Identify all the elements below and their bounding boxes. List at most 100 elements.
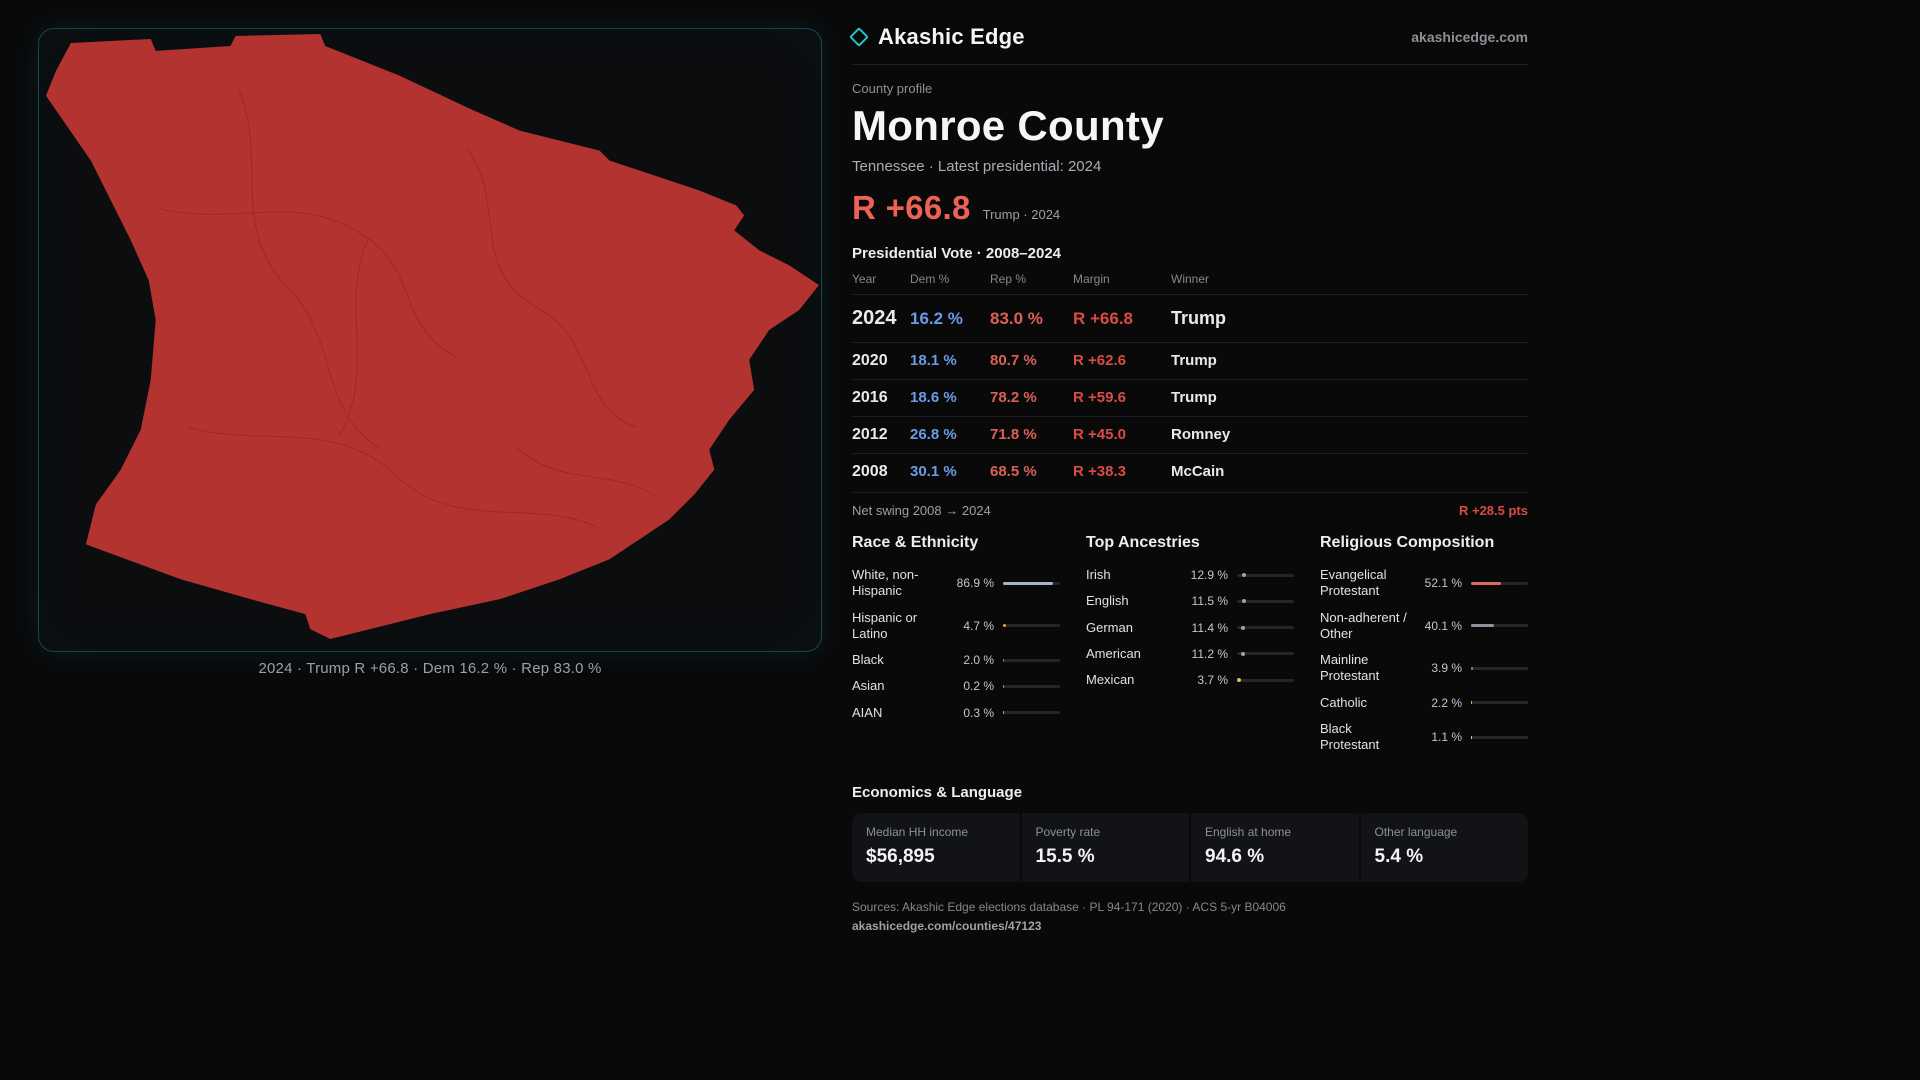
net-swing-label: Net swing 2008 → 2024 [852, 503, 991, 518]
permalink[interactable]: akashicedge.com/counties/47123 [852, 919, 1042, 934]
vote-table-header: Year Dem % Rep % Margin Winner [852, 262, 1528, 294]
brand-diamond-icon [849, 27, 869, 47]
item-label: Hispanic or Latino [852, 609, 918, 641]
bar-dot [1242, 573, 1247, 578]
bar-track [1003, 581, 1060, 585]
item-label: Mainline Protestant [1320, 652, 1380, 684]
col-margin: Margin [1073, 272, 1110, 286]
item-label: AIAN [852, 704, 883, 720]
bar-fill [1003, 624, 1006, 628]
map-caption: 2024 · Trump R +66.8 · Dem 16.2 % · Rep … [258, 660, 602, 677]
stat-card: Other language 5.4 % [1360, 813, 1528, 883]
cell-year: 2012 [852, 426, 888, 443]
bar-dot [1237, 678, 1242, 683]
section-title: Top Ancestries [1086, 534, 1200, 551]
county-shape [45, 33, 820, 640]
item-value: 2.0 % [963, 653, 994, 668]
item-label: Non-adherent / Other [1320, 609, 1407, 641]
cell-margin: R +45.0 [1073, 426, 1126, 443]
bar-fill [1003, 658, 1005, 662]
stat-label: English at home [1205, 825, 1292, 840]
net-swing-value: R +28.5 pts [1458, 503, 1528, 518]
cell-winner: McCain [1171, 463, 1225, 480]
bar-track [1003, 624, 1060, 628]
site-domain-link[interactable]: akashicedge.com [1411, 29, 1528, 45]
item-value: 12.9 % [1190, 568, 1228, 583]
cell-margin: R +62.6 [1073, 352, 1126, 369]
bar-fill [1471, 581, 1501, 585]
bar-track [1003, 711, 1060, 715]
bar-dot [1241, 651, 1246, 656]
religion-section: Religious Composition Evangelical Protes… [1320, 534, 1528, 758]
bar-track [1471, 735, 1528, 739]
cell-winner: Trump [1171, 308, 1227, 328]
item-value: 0.2 % [963, 679, 994, 694]
list-item: AIAN 0.3 % [852, 700, 1060, 726]
item-value: 1.1 % [1431, 730, 1462, 744]
bar-dot [1241, 625, 1246, 630]
cell-year: 2016 [852, 389, 888, 406]
cell-dem: 30.1 % [910, 463, 957, 480]
subtitle: Tennessee · Latest presidential: 2024 [852, 158, 1102, 175]
stat-value: 5.4 % [1374, 846, 1424, 868]
list-item: Catholic 2.2 % [1320, 690, 1528, 716]
item-label: Black [852, 652, 884, 667]
bar-track [1471, 701, 1528, 705]
bar-track [1237, 625, 1294, 630]
footer: Sources: Akashic Edge elections database… [852, 900, 1528, 933]
item-value: 2.2 % [1431, 695, 1462, 710]
bar-track [1237, 651, 1294, 656]
brand: Akashic Edge [849, 24, 1025, 50]
cell-dem: 16.2 % [910, 309, 963, 328]
kicker: County profile [852, 81, 933, 96]
bar-track [1471, 666, 1528, 670]
bar-dot [1241, 599, 1246, 604]
headline-margin-row: R +66.8 Trump · 2024 [852, 189, 1528, 227]
cell-rep: 68.5 % [990, 463, 1037, 480]
bar-fill [1003, 684, 1005, 688]
stat-value: 94.6 % [1205, 846, 1265, 868]
item-label: Black Protestant [1320, 720, 1380, 752]
table-row: 2012 26.8 % 71.8 % R +45.0 Romney [852, 416, 1528, 453]
item-label: Catholic [1320, 694, 1367, 710]
item-value: 3.7 % [1197, 673, 1228, 688]
list-item: Non-adherent / Other 40.1 % [1320, 605, 1528, 648]
page-title: Monroe County [852, 102, 1164, 149]
precinct-boundaries [158, 88, 658, 528]
cell-dem: 18.1 % [910, 352, 957, 369]
race-ethnicity-section: Race & Ethnicity White, non-Hispanic 86.… [852, 534, 1060, 758]
county-map-panel [38, 28, 822, 652]
bar-fill [1003, 581, 1053, 585]
cell-rep: 71.8 % [990, 426, 1037, 443]
list-item: Hispanic or Latino 4.7 % [852, 605, 1060, 648]
county-profile-panel: Akashic Edge akashicedge.com County prof… [849, 24, 1528, 933]
net-swing-row: Net swing 2008 → 2024 R +28.5 pts [852, 492, 1528, 526]
stat-card: Median HH income $56,895 [852, 813, 1020, 883]
list-item: Asian 0.2 % [852, 673, 1060, 699]
col-dem: Dem % [910, 272, 950, 286]
sources-line: Sources: Akashic Edge elections database… [852, 900, 1286, 915]
bar-track [1471, 581, 1528, 585]
brand-name: Akashic Edge [878, 24, 1025, 49]
economics-title: Economics & Language [852, 784, 1023, 802]
bar-fill [1471, 624, 1494, 628]
col-year: Year [852, 272, 877, 286]
cell-winner: Trump [1171, 389, 1217, 406]
bar-track [1471, 624, 1528, 628]
header: Akashic Edge akashicedge.com [849, 24, 1528, 65]
bar-fill [1003, 711, 1005, 715]
item-label: Asian [852, 678, 885, 694]
item-value: 4.7 % [963, 618, 994, 633]
cell-year: 2024 [852, 307, 897, 329]
section-title: Race & Ethnicity [852, 534, 979, 551]
item-label: White, non-Hispanic [852, 567, 919, 599]
ancestries-section: Top Ancestries Irish 12.9 % English 11.5… [1086, 534, 1294, 758]
cell-margin: R +59.6 [1073, 389, 1126, 406]
item-value: 86.9 % [956, 576, 994, 591]
item-value: 3.9 % [1431, 661, 1462, 676]
stat-value: 15.5 % [1035, 846, 1095, 868]
section-title: Religious Composition [1320, 534, 1495, 551]
cell-winner: Romney [1171, 426, 1231, 443]
stat-value: $56,895 [866, 846, 935, 868]
